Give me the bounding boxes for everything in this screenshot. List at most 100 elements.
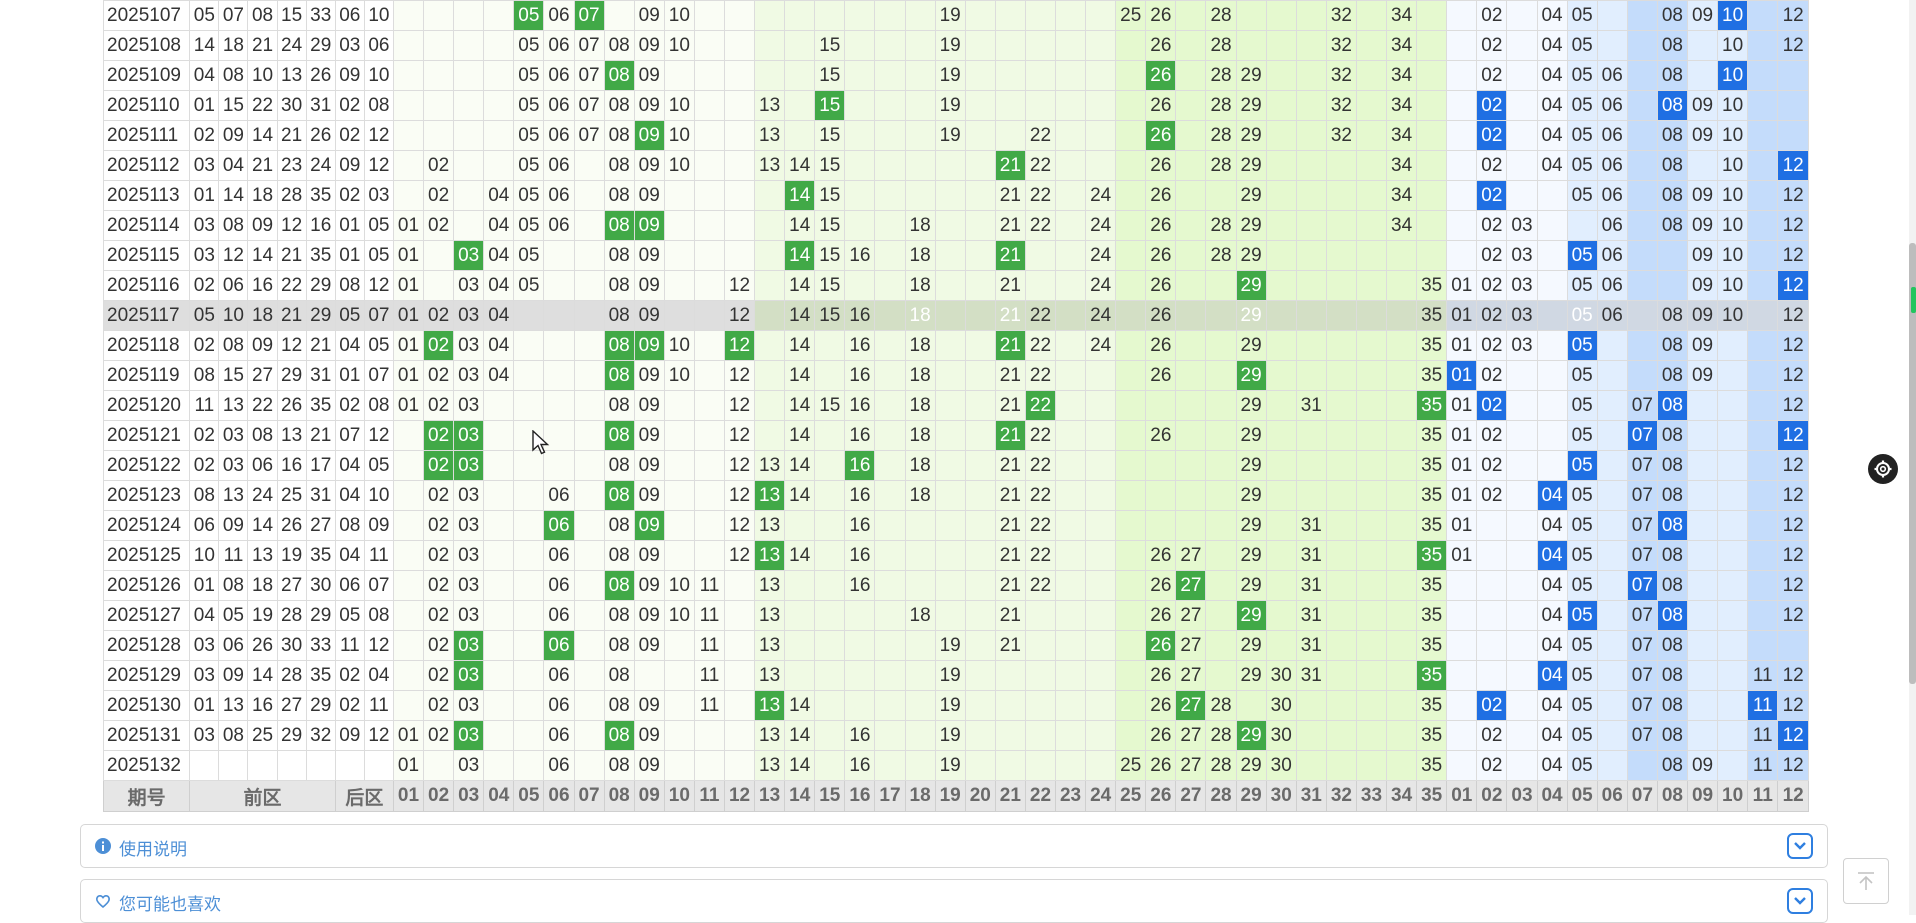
table-row[interactable]: 2025122 02 03 06 16 17 04 05 02 03 08 09 12 13 14 16 18 2… (102, 450, 1809, 481)
you-may-like-toggle[interactable] (1787, 888, 1813, 914)
front-trend-cell: 18 (904, 240, 936, 271)
front-trend-cell: 26 (1145, 570, 1177, 601)
front-draw-cell: 11 (189, 390, 220, 421)
table-row[interactable]: 2025113 01 14 18 28 35 02 03 02 04 05 06 08 09 14 15 21 2… (102, 180, 1809, 211)
back-draw-cell: 03 (363, 180, 394, 211)
table-row[interactable]: 2025112 03 04 21 23 24 09 12 02 05 06 08 09 10 13 14 15 2… (102, 150, 1809, 181)
front-trend-cell: 13 (754, 480, 786, 511)
table-row[interactable]: 2025111 02 09 14 21 26 02 12 05 06 07 08 09 10 13 15 19 2… (102, 120, 1809, 151)
front-trend-cell (874, 420, 906, 451)
table-row[interactable]: 2025114 03 08 09 12 16 01 05 01 02 04 05 06 08 09 14 15 1… (102, 210, 1809, 241)
table-row[interactable]: 2025118 02 08 09 12 21 04 05 01 02 03 04 08 09 10 12 14 1… (102, 330, 1809, 361)
table-row[interactable]: 2025109 04 08 10 13 26 09 10 05 06 07 08 09 15 19 26 28 2… (102, 60, 1809, 91)
front-trend-cell (1265, 150, 1297, 181)
front-trend-cell: 06 (543, 0, 575, 31)
front-trend-cell (392, 90, 425, 121)
table-row[interactable]: 2025129 03 09 14 28 35 02 04 02 03 06 08 11 13 19 26 27 2… (102, 660, 1809, 691)
front-draw-cell: 13 (218, 690, 249, 721)
table-row[interactable]: 2025132 01 03 06 08 09 13 14 16 19 25 26 27 28 29 30 35 0… (102, 750, 1809, 781)
front-trend-cell (1355, 570, 1388, 601)
front-draw-cell: 15 (218, 90, 249, 121)
you-may-like-panel[interactable]: 您可能也喜欢 (80, 879, 1828, 923)
issue-cell: 2025109 (102, 60, 191, 91)
front-trend-cell: 05 (513, 0, 545, 31)
front-trend-cell: 29 (1235, 630, 1267, 661)
back-draw-cell: 07 (363, 300, 394, 331)
scrollbar-thumb[interactable] (1909, 243, 1916, 684)
front-trend-cell: 26 (1145, 690, 1177, 721)
back-trend-cell (1476, 600, 1508, 631)
front-draw-cell: 07 (218, 0, 249, 31)
table-row[interactable]: 2025125 10 11 13 19 35 04 11 02 03 06 08 09 12 13 14 16 2… (102, 540, 1809, 571)
table-row[interactable]: 2025116 02 06 16 22 29 08 12 01 03 04 05 08 09 12 14 15 1… (102, 270, 1809, 301)
table-row[interactable]: 2025128 03 06 26 30 33 11 12 02 03 06 08 09 11 13 19 21 2… (102, 630, 1809, 661)
table-row[interactable]: 2025117 05 10 18 21 29 05 07 01 02 03 04 08 09 12 14 15 1… (102, 300, 1809, 331)
front-trend-cell (573, 690, 605, 721)
table-row[interactable]: 2025123 08 13 24 25 31 04 10 02 03 06 08 09 12 13 14 16 1… (102, 480, 1809, 511)
front-trend-cell (1085, 360, 1117, 391)
table-row[interactable]: 2025107 05 07 08 15 33 06 10 05 06 07 09 10 19 25 26 28 3… (102, 0, 1809, 31)
table-row[interactable]: 2025130 01 13 16 27 29 02 11 02 03 06 08 09 11 13 14 19 2… (102, 690, 1809, 721)
front-trend-cell: 26 (1145, 660, 1177, 691)
table-row[interactable]: 2025110 01 15 22 30 31 02 08 05 06 07 08 09 10 13 15 19 2… (102, 90, 1809, 121)
table-row[interactable]: 2025108 14 18 21 24 29 03 06 05 06 07 08 09 10 15 19 26 2… (102, 30, 1809, 61)
table-row[interactable]: 2025127 04 05 19 28 29 05 08 02 03 06 08 09 10 11 13 18 2… (102, 600, 1809, 631)
front-trend-cell (723, 660, 756, 691)
front-trend-cell: 29 (1235, 180, 1267, 211)
table-row[interactable]: 2025126 01 08 18 27 30 06 07 02 03 06 08 09 10 11 13 16 2… (102, 570, 1809, 601)
front-trend-cell (483, 90, 515, 121)
settings-button[interactable] (1868, 454, 1898, 484)
back-trend-cell: 05 (1566, 0, 1598, 31)
table-row[interactable]: 2025124 06 09 14 26 27 08 09 02 03 06 08 09 12 13 16 21 2… (102, 510, 1809, 541)
table-row[interactable]: 2025119 08 15 27 29 31 01 07 01 02 03 04 08 09 10 12 14 1… (102, 360, 1809, 391)
table-row[interactable]: 2025121 02 03 08 13 21 07 12 02 03 08 09 12 14 16 18 21 2… (102, 420, 1809, 451)
back-trend-cell (1536, 390, 1568, 421)
front-trend-cell (663, 510, 695, 541)
front-draw-cell: 21 (305, 330, 336, 361)
front-trend-cell (964, 180, 996, 211)
front-trend-cell (1055, 270, 1087, 301)
front-trend-cell: 32 (1325, 0, 1357, 31)
back-trend-cell: 04 (1536, 510, 1568, 541)
table-row[interactable]: 2025115 03 12 14 21 35 01 05 01 03 04 05 08 09 14 15 16 1… (102, 240, 1809, 271)
front-trend-cell (1055, 300, 1087, 331)
front-trend-cell (693, 750, 725, 781)
front-trend-cell (543, 330, 575, 361)
table-row[interactable]: 2025131 03 08 25 29 32 09 12 01 02 03 06 08 09 13 14 16 1… (102, 720, 1809, 751)
front-trend-cell (693, 240, 725, 271)
back-trend-cell: 09 (1686, 0, 1719, 31)
front-trend-cell (1265, 270, 1297, 301)
back-trend-cell: 04 (1536, 660, 1568, 691)
table-row[interactable]: 2025120 11 13 22 26 35 02 08 01 02 03 08 09 12 14 15 16 1… (102, 390, 1809, 421)
front-trend-cell: 06 (543, 630, 575, 661)
back-trend-cell: 08 (1656, 30, 1688, 61)
front-trend-cell (573, 330, 605, 361)
front-trend-cell (874, 480, 906, 511)
front-trend-cell: 06 (543, 30, 575, 61)
front-trend-cell (1055, 510, 1087, 541)
front-trend-cell (1295, 270, 1327, 301)
front-trend-cell: 35 (1416, 720, 1448, 751)
front-trend-cell: 02 (423, 660, 455, 691)
usage-instructions-panel[interactable]: 使用说明 (80, 824, 1828, 868)
front-trend-cell (1055, 30, 1087, 61)
front-trend-cell: 13 (754, 90, 786, 121)
front-trend-cell: 03 (453, 300, 485, 331)
front-trend-cell: 14 (784, 390, 816, 421)
front-trend-cell: 29 (1235, 570, 1267, 601)
usage-instructions-toggle[interactable] (1787, 833, 1813, 859)
issue-cell: 2025125 (102, 540, 191, 571)
front-trend-cell (1325, 570, 1357, 601)
front-trend-cell: 22 (1024, 480, 1057, 511)
front-trend-cell (964, 90, 996, 121)
back-trend-cell: 12 (1777, 390, 1809, 421)
front-trend-cell (874, 240, 906, 271)
back-to-top-button[interactable] (1843, 858, 1889, 904)
front-trend-cell: 22 (1024, 150, 1057, 181)
back-trend-cell (1747, 570, 1779, 601)
front-trend-cell: 15 (814, 270, 846, 301)
front-trend-cell: 04 (483, 300, 515, 331)
front-trend-cell (392, 510, 425, 541)
footer-back-number: 11 (1747, 780, 1779, 812)
front-trend-cell (392, 150, 425, 181)
